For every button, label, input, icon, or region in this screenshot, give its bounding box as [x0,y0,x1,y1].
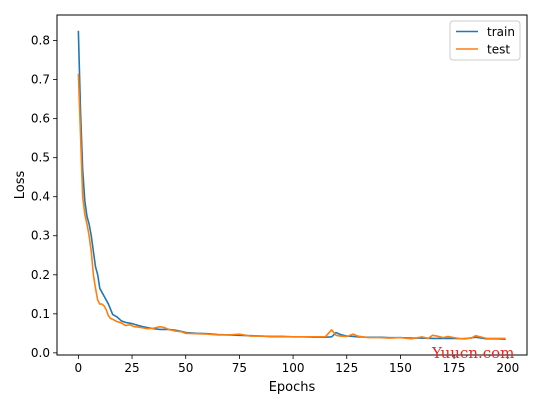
y-tick-label: 0.2 [31,268,50,282]
x-tick-label: 200 [496,361,519,375]
x-axis-label: Epochs [269,380,316,395]
y-tick-label: 0.6 [31,112,50,126]
legend-label-test: test [487,43,510,57]
y-tick-label: 0.1 [31,307,50,321]
ticks-layer: 0 25 50 75 100 125 150 175 200 0.0 0.1 0.2 0.3 0.4 0.5… [31,34,519,375]
legend-label-train: train [487,25,515,39]
y-tick-label: 0.0 [31,346,50,360]
series-line-test [77,73,506,340]
x-tick-label: 175 [443,361,466,375]
x-tick-label: 150 [389,361,412,375]
plot-area [57,15,527,355]
y-tick-label: 0.4 [31,190,50,204]
y-tick-label: 0.8 [31,34,50,48]
x-tick-label: 50 [178,361,193,375]
x-tick-label: 100 [282,361,305,375]
x-tick-label: 75 [232,361,247,375]
x-tick-label: 0 [75,361,83,375]
series-layer [77,30,506,340]
x-tick-label: 125 [335,361,358,375]
plot-frame [56,14,528,356]
y-axis-label: Loss [13,171,28,200]
y-tick-label: 0.3 [31,229,50,243]
y-tick-label: 0.5 [31,151,50,165]
x-tick-label: 25 [124,361,139,375]
legend: train test [449,20,521,61]
watermark: Yuucn.com [431,344,514,362]
y-tick-label: 0.7 [31,73,50,87]
